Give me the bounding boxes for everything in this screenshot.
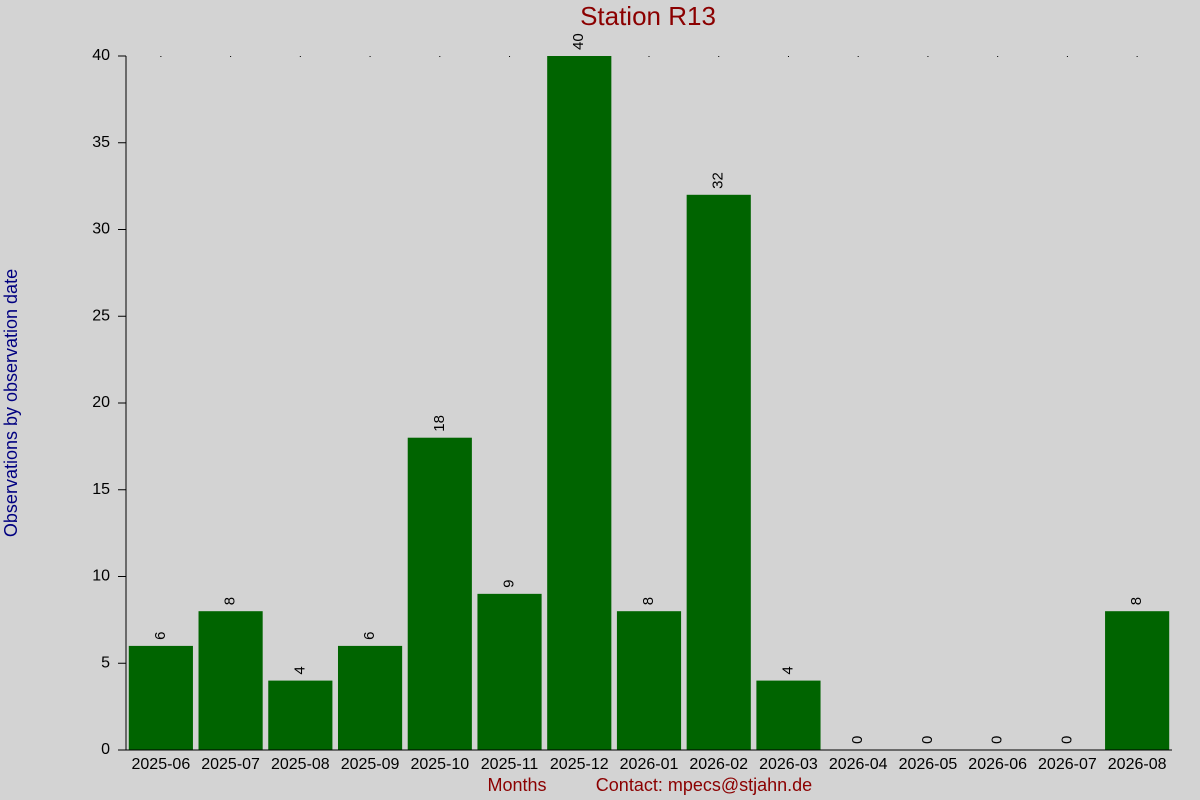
x-tick-label: 2026-02 bbox=[689, 756, 748, 773]
x-tick-label: 2026-01 bbox=[620, 756, 679, 773]
x-tick-label: 2025-08 bbox=[271, 756, 330, 773]
bar bbox=[198, 611, 263, 750]
bar bbox=[268, 680, 333, 750]
x-tick-label: 2025-09 bbox=[341, 756, 400, 773]
chart-title: Station R13 bbox=[580, 1, 716, 31]
x-tick-label: 2026-06 bbox=[968, 756, 1027, 773]
value-label: 8 bbox=[222, 597, 239, 605]
y-tick-label: 0 bbox=[101, 741, 110, 758]
y-tick-label: 5 bbox=[101, 654, 110, 671]
value-label: 18 bbox=[431, 415, 448, 432]
y-tick-label: 40 bbox=[92, 47, 110, 64]
value-label: 0 bbox=[919, 736, 936, 744]
y-tick-label: 10 bbox=[92, 568, 110, 585]
x-tick-label: 2025-11 bbox=[481, 756, 539, 773]
y-tick-label: 25 bbox=[92, 307, 110, 324]
bar bbox=[407, 437, 472, 750]
bar bbox=[686, 194, 751, 751]
value-label: 4 bbox=[291, 666, 308, 674]
bar bbox=[616, 611, 682, 750]
bar bbox=[756, 680, 821, 750]
x-tick-label: 2025-06 bbox=[132, 756, 191, 773]
x-tick-label: 2026-07 bbox=[1038, 756, 1097, 773]
value-label: 0 bbox=[989, 736, 1006, 744]
x-tick-label: 2025-10 bbox=[410, 756, 469, 773]
value-label: 0 bbox=[1058, 736, 1075, 744]
bar bbox=[477, 593, 542, 750]
value-label: 8 bbox=[1128, 597, 1145, 605]
x-axis-label: Months bbox=[487, 775, 546, 795]
bar bbox=[337, 645, 403, 750]
bar bbox=[547, 56, 612, 750]
value-label: 0 bbox=[849, 736, 866, 744]
value-label: 32 bbox=[710, 172, 727, 189]
x-tick-label: 2026-08 bbox=[1108, 756, 1167, 773]
x-tick-label: 2026-03 bbox=[759, 756, 818, 773]
value-label: 6 bbox=[361, 632, 378, 640]
contact: Contact: mpecs@stjahn.de bbox=[596, 775, 812, 795]
x-tick-label: 2026-05 bbox=[899, 756, 958, 773]
y-tick-label: 15 bbox=[92, 481, 110, 498]
y-tick-label: 35 bbox=[92, 134, 110, 151]
x-tick-label: 2026-04 bbox=[829, 756, 888, 773]
value-label: 8 bbox=[640, 597, 657, 605]
bar bbox=[128, 645, 193, 750]
y-axis-label: Observations by observation date bbox=[1, 269, 21, 537]
x-tick-label: 2025-07 bbox=[201, 756, 260, 773]
bar bbox=[1105, 611, 1170, 750]
value-label: 6 bbox=[152, 632, 169, 640]
value-label: 9 bbox=[501, 580, 518, 588]
y-tick-label: 20 bbox=[92, 394, 110, 411]
y-tick-label: 30 bbox=[92, 221, 110, 238]
value-label: 4 bbox=[779, 666, 796, 674]
value-label: 40 bbox=[570, 33, 587, 50]
x-tick-label: 2025-12 bbox=[550, 756, 609, 773]
